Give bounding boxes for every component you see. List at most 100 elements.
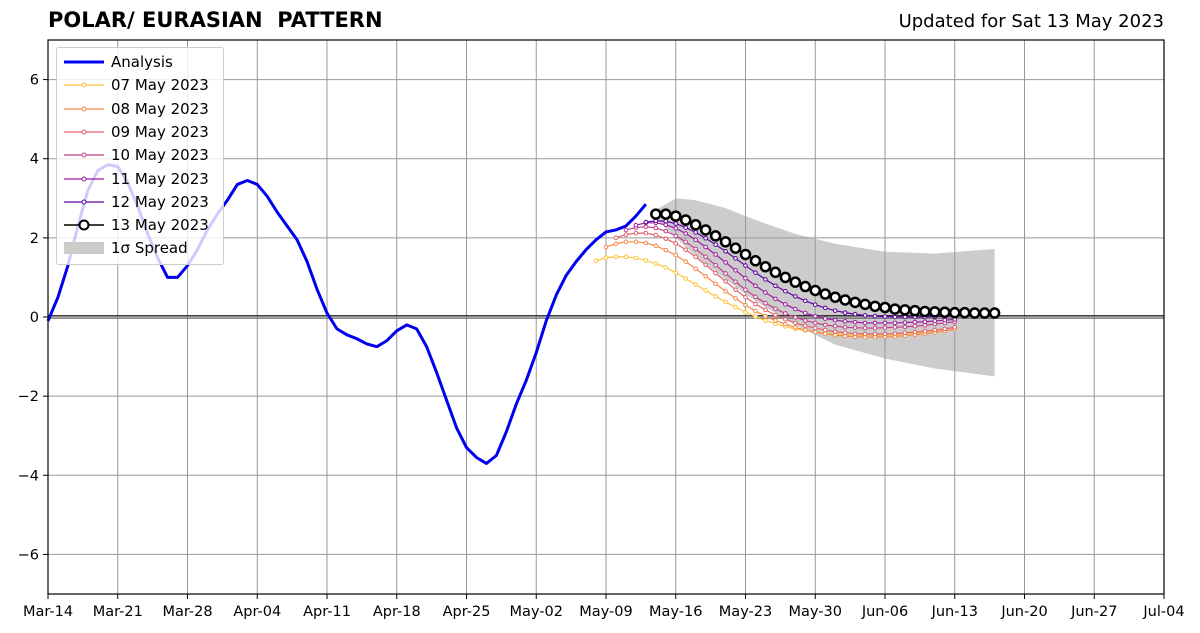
forecast-point: [613, 241, 619, 247]
forecast-point: [889, 303, 901, 315]
x-tick-label: Mar-14: [23, 604, 73, 620]
legend-symbol: [64, 152, 104, 158]
forecast-point: [793, 306, 798, 312]
forecast-point: [643, 240, 649, 246]
legend-item: 13 May 2023: [57, 213, 225, 236]
forecast-point: [703, 262, 708, 268]
forecast-point: [842, 324, 848, 330]
x-tick-label: Jun-06: [861, 604, 908, 620]
forecast-point: [699, 224, 712, 236]
forecast-point: [713, 270, 718, 276]
forecast-point: [822, 316, 828, 321]
forecast-point: [988, 307, 1001, 319]
legend-symbol: [64, 242, 104, 255]
x-tick-label: May-02: [510, 604, 563, 620]
legend-item: 07 May 2023: [57, 73, 225, 96]
forecast-point: [763, 313, 768, 319]
legend-label: 13 May 2023: [111, 216, 209, 235]
forecast-point: [603, 244, 609, 250]
forecast-series: [633, 220, 958, 326]
forecast-point: [653, 225, 659, 231]
forecast-point: [650, 208, 662, 220]
forecast-point: [673, 270, 679, 275]
forecast-point: [862, 320, 868, 326]
forecast-point: [882, 320, 888, 326]
forecast-point: [733, 296, 738, 301]
x-tick-label: Mar-21: [93, 604, 143, 620]
legend-label: 09 May 2023: [111, 122, 209, 141]
legend: Analysis 07 May 2023 08 May 2023 09 May 202…: [56, 47, 224, 265]
forecast-point: [919, 305, 931, 318]
forecast-point: [693, 254, 698, 260]
forecast-point: [899, 304, 911, 316]
x-tick-label: May-09: [579, 604, 632, 620]
forecast-point: [733, 268, 738, 273]
forecast-point: [909, 304, 921, 317]
legend-patch: [64, 242, 104, 255]
forecast-point: [733, 279, 738, 285]
forecast-series: [650, 208, 1001, 319]
forecast-point: [693, 282, 698, 287]
forecast-point: [832, 329, 838, 334]
forecast-point: [743, 263, 748, 268]
x-tick-label: May-23: [719, 604, 772, 620]
forecast-point: [763, 290, 768, 295]
forecast-point: [783, 317, 788, 322]
forecast-point: [733, 256, 738, 261]
legend-symbol: [64, 176, 104, 181]
forecast-point: [689, 219, 702, 231]
legend-label: 10 May 2023: [111, 146, 209, 165]
legend-marker: [81, 129, 87, 135]
tick-layer: Mar-14 Mar-21 Mar-28 Apr-04 Apr-11 Apr-18 Apr-…: [18, 73, 1185, 620]
legend-marker: [81, 82, 87, 88]
forecast-point: [673, 221, 679, 226]
forecast-point: [822, 322, 828, 328]
forecast-point: [862, 313, 868, 318]
forecast-point: [723, 271, 728, 276]
forecast-point: [793, 294, 798, 299]
forecast-point: [822, 305, 828, 311]
legend-marker: [81, 152, 87, 158]
forecast-point: [859, 298, 871, 311]
forecast-point: [663, 228, 669, 234]
legend-label: 12 May 2023: [111, 192, 209, 211]
forecast-point: [902, 324, 908, 330]
forecast-point: [733, 304, 738, 310]
chart-subtitle: Updated for Sat 13 May 2023: [898, 11, 1164, 32]
forecast-point: [743, 302, 748, 308]
x-tick-label: May-16: [649, 604, 702, 620]
forecast-point: [912, 323, 918, 329]
forecast-point: [783, 288, 788, 294]
forecast-point: [753, 301, 758, 307]
forecast-point: [882, 325, 888, 330]
forecast-point: [729, 242, 742, 254]
forecast-point: [939, 306, 951, 319]
forecast-point: [942, 317, 948, 323]
legend-marker: [78, 219, 90, 231]
x-tick-label: Jun-27: [1070, 604, 1117, 620]
forecast-point: [763, 300, 768, 306]
forecast-point: [802, 323, 808, 329]
forecast-point: [812, 302, 818, 308]
forecast-point: [852, 319, 858, 325]
forecast-point: [793, 324, 798, 330]
legend-symbol: [64, 106, 104, 112]
x-tick-label: Mar-28: [162, 604, 212, 620]
forecast-point: [968, 307, 981, 319]
forecast-point: [693, 237, 698, 243]
legend-item: 10 May 2023: [57, 143, 225, 166]
forecast-point: [623, 227, 629, 233]
forecast-point: [743, 287, 748, 292]
forecast-point: [922, 328, 928, 334]
forecast-point: [643, 258, 649, 263]
y-tick-label: 6: [30, 73, 39, 89]
forecast-point: [802, 318, 808, 323]
forecast-point: [799, 280, 812, 293]
forecast-point: [703, 273, 708, 279]
forecast-point: [902, 330, 908, 336]
legend-item: 09 May 2023: [57, 120, 225, 143]
forecast-point: [683, 276, 689, 281]
forecast-point: [773, 283, 778, 289]
forecast-point: [892, 314, 898, 320]
x-tick-label: Apr-04: [233, 604, 281, 620]
